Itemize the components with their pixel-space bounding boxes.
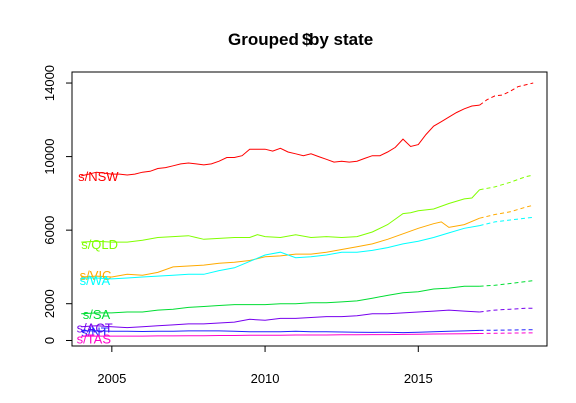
forecast-line-nsw xyxy=(479,82,534,106)
x-tick-label: 2005 xyxy=(97,371,126,386)
y-tick-label: 14000 xyxy=(42,65,57,101)
series-nsw: s/NSW xyxy=(78,82,534,184)
x-tick-label: 2010 xyxy=(251,371,280,386)
series-wa: s/WA xyxy=(80,216,534,288)
series-label-act: s/ACT xyxy=(77,321,113,336)
series-line-wa xyxy=(81,225,480,280)
x-axis: 2005 2010 2015 xyxy=(97,346,433,386)
series-label-vic: s/VIC xyxy=(80,268,112,283)
series-label-wa: s/WA xyxy=(80,273,111,288)
series-label-qld: s/QLD xyxy=(81,237,118,252)
forecast-line-vic xyxy=(479,204,534,219)
series-line-nsw xyxy=(81,104,480,177)
series-label-sa: s/SA xyxy=(83,307,111,322)
y-tick-label: 0 xyxy=(42,337,57,344)
series-label-nsw: s/NSW xyxy=(78,169,119,184)
plot-frame xyxy=(71,71,548,347)
series-line-act xyxy=(81,309,480,329)
series-line-tas xyxy=(81,333,480,337)
forecast-line-sa xyxy=(479,280,534,287)
chart-title: Grouped $ by state xyxy=(228,30,373,49)
series-line-qld xyxy=(81,189,480,243)
series-line-sa xyxy=(81,285,480,315)
series-nt: s/NT xyxy=(81,325,534,340)
forecast-line-qld xyxy=(479,174,534,191)
y-tick-label: 2000 xyxy=(42,289,57,318)
y-tick-label: 6000 xyxy=(42,216,57,245)
forecast-line-nt xyxy=(479,329,534,331)
series-tas: s/TAS xyxy=(77,332,534,347)
series-line-nt xyxy=(81,329,480,334)
forecast-line-wa xyxy=(479,216,534,227)
y-axis: 0 2000 6000 10000 14000 xyxy=(42,65,72,344)
title-rest: by state xyxy=(309,30,373,49)
title-main: Grouped xyxy=(228,30,299,49)
series-vic: s/VIC xyxy=(80,204,534,283)
series-label-tas: s/TAS xyxy=(77,332,112,347)
forecast-line-tas xyxy=(479,332,534,334)
series-qld: s/QLD xyxy=(81,174,534,252)
x-tick-label: 2015 xyxy=(404,371,433,386)
title-overlap-glyph: $ xyxy=(302,30,312,49)
forecast-line-act xyxy=(479,307,534,313)
series-line-vic xyxy=(81,217,480,278)
series-act: s/ACT xyxy=(77,307,534,336)
series-sa: s/SA xyxy=(81,280,534,322)
y-tick-label: 10000 xyxy=(42,139,57,175)
